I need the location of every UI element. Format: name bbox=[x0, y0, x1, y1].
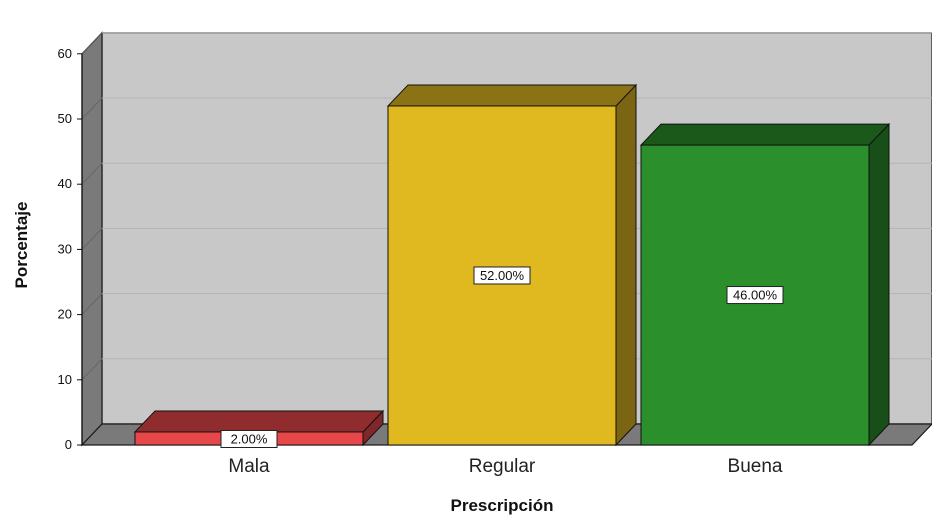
gridline-side bbox=[81, 293, 103, 315]
x-axis-categories: Mala Regular Buena bbox=[228, 456, 782, 477]
bar-mala: 2.00% bbox=[133, 409, 385, 448]
data-label-box bbox=[473, 266, 531, 285]
y-tick-label: 10 bbox=[58, 372, 72, 387]
x-category-label: Buena bbox=[728, 456, 783, 477]
y-tick-label: 40 bbox=[58, 176, 72, 191]
y-axis-ticks: 0 10 20 30 40 50 60 bbox=[58, 46, 83, 452]
data-label: 46.00% bbox=[733, 288, 778, 303]
y-tick-label: 30 bbox=[58, 241, 72, 256]
gridline-side bbox=[81, 32, 103, 55]
bar-top bbox=[133, 410, 385, 433]
data-label-box bbox=[726, 286, 784, 305]
bars: 2.00% 52.00% 46.00% bbox=[133, 83, 891, 448]
y-tick-label: 0 bbox=[65, 437, 72, 452]
gridline-side bbox=[81, 228, 103, 250]
data-label: 52.00% bbox=[480, 268, 525, 283]
data-label-box bbox=[220, 430, 278, 448]
gridline-side bbox=[81, 358, 103, 381]
bar-side bbox=[868, 122, 890, 447]
bar-top bbox=[639, 123, 891, 146]
gridline-side bbox=[81, 162, 103, 185]
x-category-label: Regular bbox=[469, 456, 536, 477]
bar-side bbox=[615, 83, 637, 447]
bar-regular: 52.00% bbox=[386, 83, 638, 447]
x-category-label: Mala bbox=[228, 456, 270, 477]
y-tick-label: 20 bbox=[58, 307, 72, 322]
bar-buena: 46.00% bbox=[639, 122, 891, 447]
gridline-side bbox=[81, 97, 103, 120]
bar-top bbox=[386, 84, 638, 107]
data-label: 2.00% bbox=[231, 432, 268, 447]
y-tick-label: 60 bbox=[58, 46, 72, 61]
x-axis-title: Prescripción bbox=[451, 496, 554, 515]
y-axis-title: Porcentaje bbox=[12, 202, 31, 289]
y-tick-label: 50 bbox=[58, 111, 72, 126]
